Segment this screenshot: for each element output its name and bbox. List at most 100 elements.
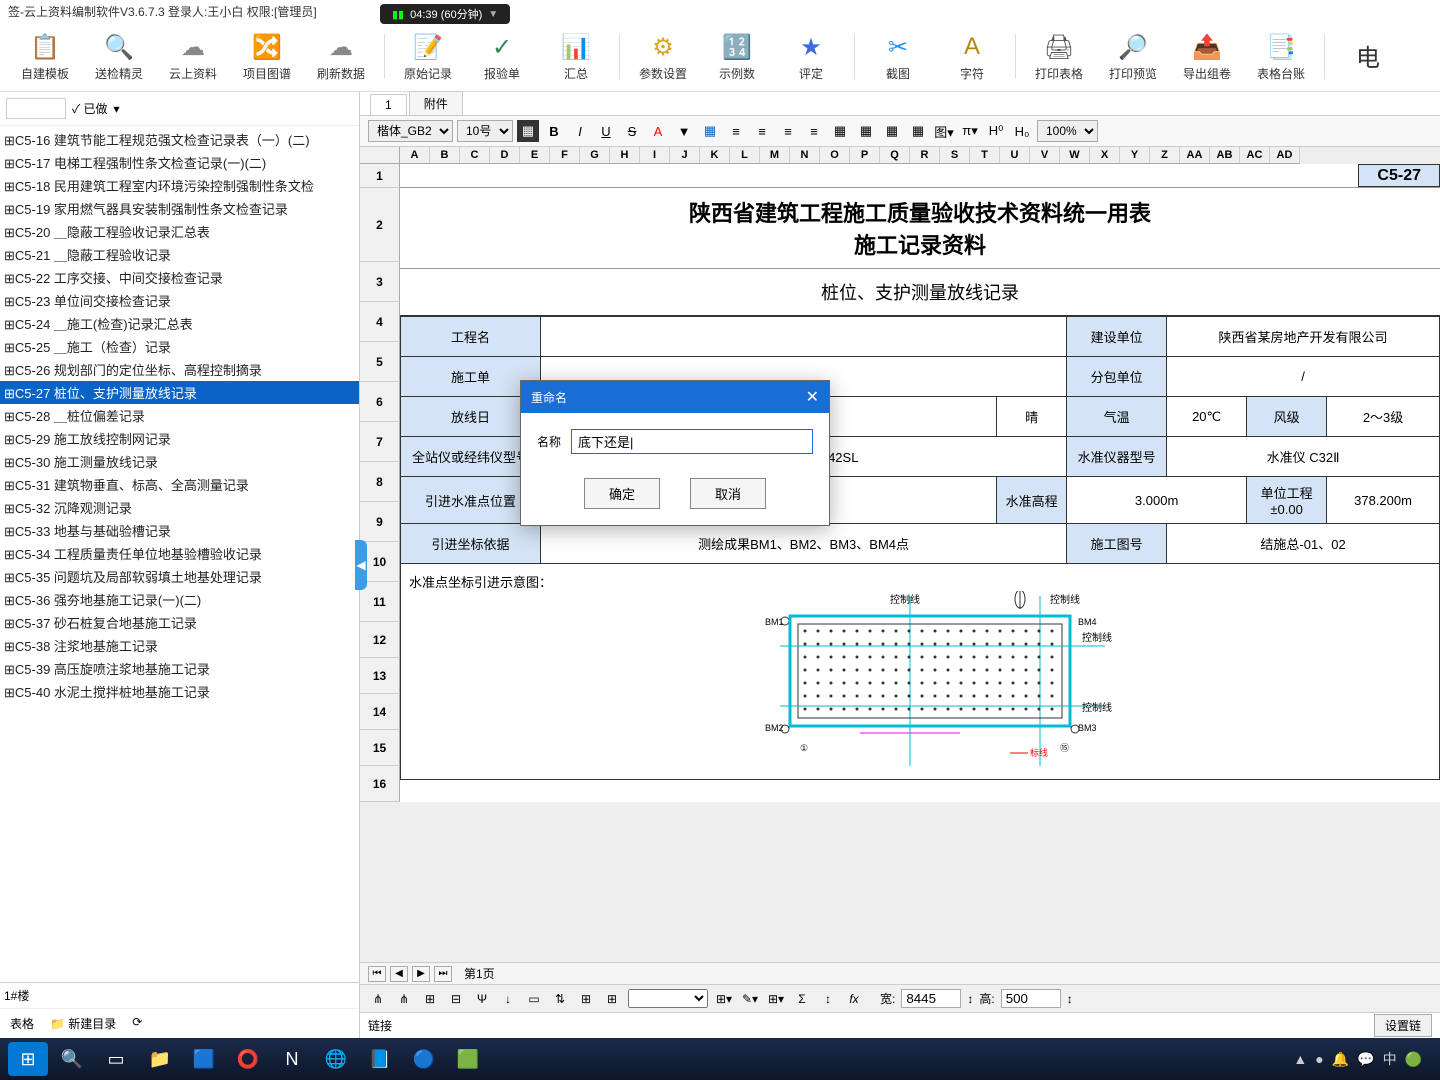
tab-attachment[interactable]: 附件 [409,91,463,115]
font-color-button[interactable]: A [647,120,669,142]
tool-select[interactable] [628,989,708,1008]
tree-item-C5-23[interactable]: ⊞C5-23 单位间交接检查记录 [0,289,359,312]
tab-new-folder[interactable]: 📁 新建目录 [44,1013,122,1034]
taskbar-item[interactable]: ⭕ [228,1042,268,1076]
taskbar-item[interactable]: 🔍 [52,1042,92,1076]
borders-button[interactable]: ▦ [829,120,851,142]
ribbon-参数设置[interactable]: ⚙参数设置 [628,26,698,87]
tree-item-C5-37[interactable]: ⊞C5-37 砂石桩复合地基施工记录 [0,611,359,634]
taskbar-item[interactable]: 🌐 [316,1042,356,1076]
ribbon-自建模板[interactable]: 📋自建模板 [10,26,80,87]
tree-item-C5-22[interactable]: ⊞C5-22 工序交接、中间交接检查记录 [0,266,359,289]
taskbar-item[interactable]: 📘 [360,1042,400,1076]
prev-page-button[interactable]: ◀ [390,966,408,982]
cancel-button[interactable]: 取消 [690,478,766,509]
ribbon-评定[interactable]: ★评定 [776,26,846,87]
ribbon-打印表格[interactable]: 🖨打印表格 [1024,26,1094,87]
set-link-button[interactable]: 设置链 [1374,1014,1432,1037]
tree-item-C5-39[interactable]: ⊞C5-39 高压旋喷注浆地基施工记录 [0,657,359,680]
ribbon-表格台账[interactable]: 📑表格台账 [1246,26,1316,87]
tray-icon[interactable]: 🔔 [1332,1051,1349,1068]
ribbon-示例数[interactable]: 🔢示例数 [702,26,772,87]
tool-icon[interactable]: ⋔ [368,989,388,1009]
tool-icon[interactable]: ⊞▾ [766,989,786,1009]
filter-input[interactable] [6,98,66,119]
ribbon-原始记录[interactable]: 📝原始记录 [393,26,463,87]
tool-icon[interactable]: ⊟ [446,989,466,1009]
tray-icon[interactable]: ▲ [1293,1051,1307,1067]
ribbon-报验单[interactable]: ✓报验单 [467,26,537,87]
symbol-button[interactable]: π▾ [959,120,981,142]
strikethrough-button[interactable]: S [621,120,643,142]
tool-icon[interactable]: fx [844,989,864,1009]
tab-refresh[interactable]: ⟳ [126,1013,148,1034]
tool-icon[interactable]: ↓ [498,989,518,1009]
tree-item-C5-34[interactable]: ⊞C5-34 工程质量责任单位地基验槽验收记录 [0,542,359,565]
tool-icon[interactable]: ⊞ [576,989,596,1009]
taskbar-item[interactable]: 🟦 [184,1042,224,1076]
merge-button[interactable]: ▦ [699,120,721,142]
tool-icon[interactable]: ⇅ [550,989,570,1009]
underline-button[interactable]: U [595,120,617,142]
tray-icon[interactable]: 🟢 [1405,1051,1422,1068]
fill-color-button[interactable]: ▼ [673,120,695,142]
tool-icon[interactable]: ✎▾ [740,989,760,1009]
sidebar-collapse-button[interactable]: ◀ [355,540,367,590]
size-select[interactable]: 10号 [457,120,513,142]
taskbar-item[interactable]: 🟩 [448,1042,488,1076]
taskbar-item[interactable]: ▭ [96,1042,136,1076]
tree-item-C5-40[interactable]: ⊞C5-40 水泥土搅拌桩地基施工记录 [0,680,359,703]
bold-button[interactable]: B [543,120,565,142]
borders3-button[interactable]: ▦ [881,120,903,142]
align-left-button[interactable]: ≡ [725,120,747,142]
height-input[interactable] [1001,989,1061,1008]
subscript-button[interactable]: H₀ [1011,120,1033,142]
taskbar-item[interactable]: 📁 [140,1042,180,1076]
taskbar-item[interactable]: ⊞ [8,1042,48,1076]
align-center-button[interactable]: ≡ [751,120,773,142]
tool-icon[interactable]: ↕ [818,989,838,1009]
font-select[interactable]: 楷体_GB2 [368,120,453,142]
tree-item-C5-28[interactable]: ⊞C5-28 ＿桩位偏差记录 [0,404,359,427]
name-input[interactable] [571,429,813,454]
tree-item-C5-21[interactable]: ⊞C5-21 ＿隐蔽工程验收记录 [0,243,359,266]
italic-button[interactable]: I [569,120,591,142]
tree-item-C5-20[interactable]: ⊞C5-20 ＿隐蔽工程验收记录汇总表 [0,220,359,243]
color-picker-icon[interactable]: ▦ [517,120,539,142]
tree-item-C5-35[interactable]: ⊞C5-35 问题坑及局部软弱填土地基处理记录 [0,565,359,588]
tree-item-C5-36[interactable]: ⊞C5-36 强夯地基施工记录(一)(二) [0,588,359,611]
tree-item-C5-17[interactable]: ⊞C5-17 电梯工程强制性条文检查记录(一)(二) [0,151,359,174]
tree-item-C5-18[interactable]: ⊞C5-18 民用建筑工程室内环境污染控制强制性条文检 [0,174,359,197]
ribbon-送检精灵[interactable]: 🔍送检精灵 [84,26,154,87]
tool-icon[interactable]: ⋔ [394,989,414,1009]
tab-main[interactable]: 1 [370,94,407,115]
tree-item-C5-32[interactable]: ⊞C5-32 沉降观测记录 [0,496,359,519]
first-page-button[interactable]: ⏮ [368,966,386,982]
width-input[interactable] [901,989,961,1008]
ribbon-导出组卷[interactable]: 📤导出组卷 [1172,26,1242,87]
next-page-button[interactable]: ▶ [412,966,430,982]
tool-icon[interactable]: ⊞ [602,989,622,1009]
filter-done-label[interactable]: ✓ 已做 [72,100,108,117]
ok-button[interactable]: 确定 [584,478,660,509]
borders4-button[interactable]: ▦ [907,120,929,142]
tree-item-C5-25[interactable]: ⊞C5-25 ＿施工（检查）记录 [0,335,359,358]
close-icon[interactable]: ✕ [806,387,819,407]
tray-icon[interactable]: 中 [1383,1049,1397,1069]
spreadsheet[interactable]: ABCDEFGHIJKLMNOPQRSTUVWXYZAAABACAD 12345… [360,147,1440,962]
tree-item-C5-24[interactable]: ⊞C5-24 ＿施工(检查)记录汇总表 [0,312,359,335]
tray-icon[interactable]: ● [1315,1051,1323,1067]
last-page-button[interactable]: ⏭ [434,966,452,982]
ribbon-打印预览[interactable]: 🔎打印预览 [1098,26,1168,87]
tray-icon[interactable]: 💬 [1357,1051,1374,1068]
zoom-select[interactable]: 100% [1037,120,1098,142]
ribbon-项目图谱[interactable]: 🔀项目图谱 [232,26,302,87]
tree-item-C5-31[interactable]: ⊞C5-31 建筑物垂直、标高、全高测量记录 [0,473,359,496]
tree-item-C5-30[interactable]: ⊞C5-30 施工测量放线记录 [0,450,359,473]
tree-item-C5-33[interactable]: ⊞C5-33 地基与基础验槽记录 [0,519,359,542]
tab-grid[interactable]: 表格 [4,1013,40,1034]
taskbar-item[interactable]: N [272,1042,312,1076]
tree-item-C5-38[interactable]: ⊞C5-38 注浆地基施工记录 [0,634,359,657]
ribbon-截图[interactable]: ✂截图 [863,26,933,87]
taskbar-item[interactable]: 🔵 [404,1042,444,1076]
